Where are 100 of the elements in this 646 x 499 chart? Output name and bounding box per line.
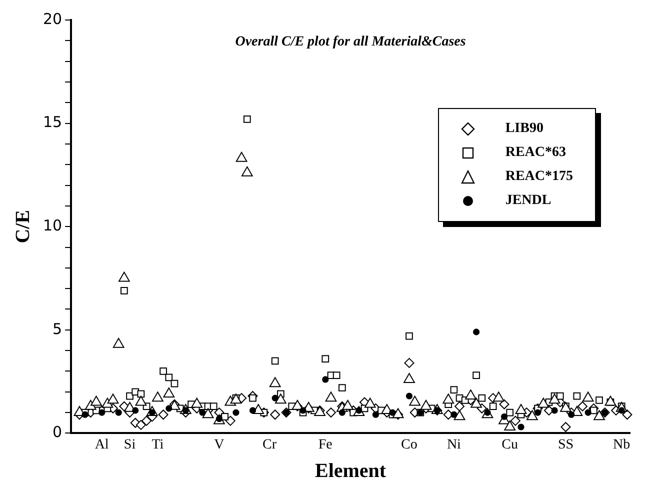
point [618,407,625,414]
point [590,406,598,414]
point [470,398,482,408]
point [372,411,379,418]
x-tick-label: Cu [502,437,518,452]
point [551,407,558,414]
point [604,396,616,406]
point [478,394,486,402]
y-tick-label: 10 [42,216,62,234]
point [406,332,413,340]
point [442,394,454,404]
point [249,407,256,414]
point [232,409,240,416]
point [538,398,550,408]
point [102,398,114,408]
legend-label: LIB90 [505,120,544,138]
point [594,410,605,420]
point [82,411,88,418]
point [152,392,164,402]
point [90,396,102,406]
point [534,409,542,416]
point [573,392,581,400]
x-tick-label: Ti [152,437,164,452]
x-tick-label: Fe [318,437,332,452]
point [342,400,354,410]
point [420,400,432,410]
point [326,408,336,418]
point [325,392,337,402]
point [596,396,603,404]
point [504,420,516,430]
point [322,376,329,383]
point [404,372,415,383]
point [120,286,128,294]
point [249,394,256,402]
point [526,410,538,420]
point [389,409,396,416]
point [489,402,497,410]
point [191,398,203,408]
point [160,368,167,375]
y-tick-label: 20 [42,10,62,28]
x-tick-label: Cr [262,437,277,452]
point [548,394,560,404]
point [518,424,524,430]
point [556,392,564,400]
point [338,409,346,416]
point [406,392,413,400]
point [510,416,520,426]
point [492,392,504,402]
point [300,407,306,414]
point [241,166,253,176]
point [454,401,465,412]
point [450,386,458,394]
y-tick-label: 5 [52,320,62,338]
point [454,410,466,420]
point [142,416,152,426]
point [170,380,178,388]
point [404,358,414,368]
point [500,413,508,420]
point [112,338,124,348]
x-tick-label: Ni [446,437,462,452]
point [221,412,228,420]
point [165,374,173,382]
x-tick-label: Co [401,437,418,452]
point [158,410,168,420]
point [364,398,376,408]
point [118,272,130,282]
legend-label: REAC*175 [505,168,573,186]
point [243,115,251,123]
point [225,416,236,426]
point [332,372,340,380]
point [560,422,571,432]
y-tick-label: 0 [52,423,62,442]
point [107,394,119,404]
x-tick-label: Si [124,437,136,452]
x-tick-label: Nb [613,437,630,452]
point [577,401,588,412]
point [132,407,139,414]
point [274,394,286,404]
point [84,400,96,410]
point [450,411,458,418]
point [270,410,280,420]
point [166,405,172,412]
point [135,396,147,406]
point [499,399,510,410]
point [236,152,248,162]
legend-label: REAC*63 [505,144,566,162]
point [515,404,527,414]
y-axis-title: C/E [12,210,34,244]
point [506,408,514,416]
point [622,410,632,420]
point [272,394,278,402]
point [163,387,175,398]
point [473,328,480,336]
point [472,372,480,380]
text: Overall C/E plot for all Material&Cases [235,34,466,50]
point [409,396,421,406]
point [136,420,146,430]
y-tick-label: 15 [42,113,62,132]
point [115,409,122,416]
x-tick-label: SS [558,437,574,452]
